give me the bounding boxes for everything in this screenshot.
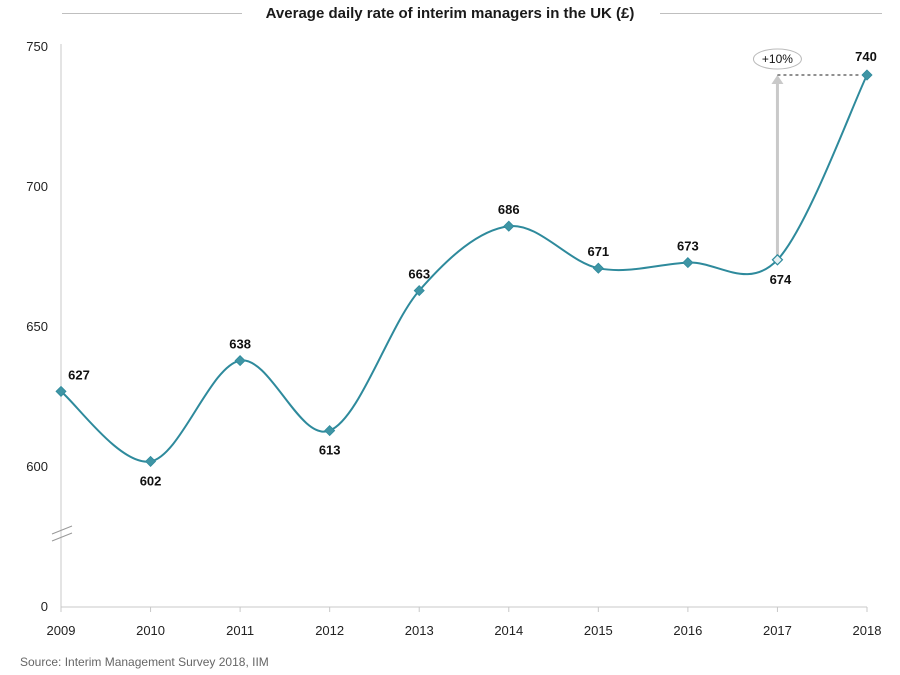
data-point-marker [55, 385, 67, 397]
data-point-marker [861, 69, 873, 81]
growth-annotation-label: +10% [762, 52, 793, 66]
data-point-marker [324, 425, 336, 437]
axis-break-mark [51, 525, 73, 535]
y-tick-label: 750 [26, 39, 48, 54]
data-point-marker [682, 257, 694, 269]
data-point-marker [503, 220, 515, 232]
x-tick-label: 2013 [405, 623, 434, 638]
data-point-marker [234, 355, 246, 367]
growth-arrow-head [771, 75, 784, 84]
y-tick-label: 650 [26, 319, 48, 334]
x-tick-label: 2012 [315, 623, 344, 638]
y-tick-label: 0 [41, 599, 48, 614]
data-label: 740 [855, 49, 877, 64]
y-tick-label: 700 [26, 179, 48, 194]
x-tick-label: 2011 [226, 623, 254, 638]
data-label: 686 [498, 202, 520, 217]
x-tick-label: 2017 [763, 623, 792, 638]
title-rule-right [660, 13, 882, 14]
title-rule-left [62, 13, 242, 14]
x-tick-label: 2014 [494, 623, 523, 638]
chart-title-container: Average daily rate of interim managers i… [0, 5, 900, 22]
data-point-marker [592, 262, 604, 274]
data-label: 673 [677, 239, 699, 254]
y-tick-label: 600 [26, 459, 48, 474]
x-tick-label: 2010 [136, 623, 165, 638]
data-point-marker [144, 455, 157, 467]
data-label: 602 [140, 473, 162, 488]
series-line [60, 74, 868, 463]
data-label: 613 [319, 443, 341, 458]
x-tick-label: 2009 [47, 623, 76, 638]
x-tick-label: 2015 [584, 623, 613, 638]
data-label: 663 [408, 267, 430, 282]
data-point-marker [771, 253, 784, 266]
chart-title: Average daily rate of interim managers i… [251, 5, 649, 22]
chart-title-bar: Average daily rate of interim managers i… [0, 0, 900, 30]
source-note: Source: Interim Management Survey 2018, … [20, 655, 269, 669]
axis-break-mark [51, 532, 73, 542]
data-label: 638 [229, 337, 251, 352]
data-point-marker [413, 285, 425, 297]
growth-annotation-bubble [752, 48, 802, 70]
data-label: 671 [587, 244, 609, 259]
x-tick-label: 2018 [853, 623, 882, 638]
data-label: 627 [68, 367, 90, 382]
data-label: 674 [770, 272, 792, 287]
x-tick-label: 2016 [673, 623, 702, 638]
